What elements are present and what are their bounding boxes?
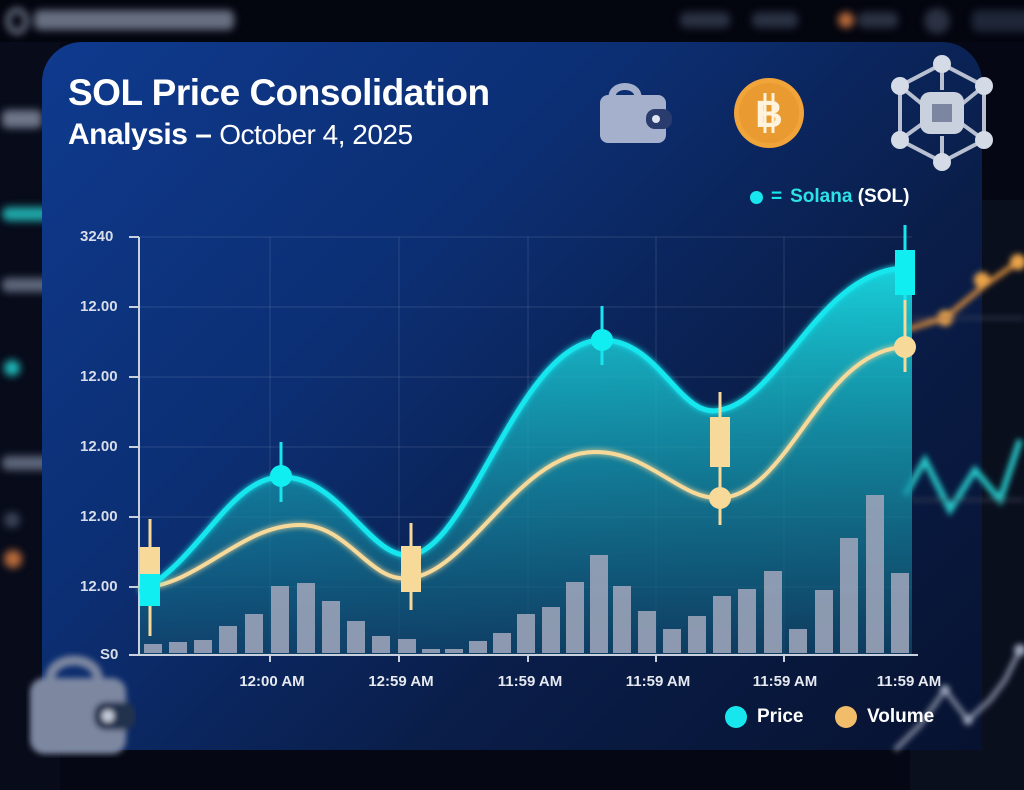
axes: [129, 236, 918, 662]
y-tick-label: 12.00: [80, 578, 118, 595]
legend-item-volume[interactable]: Volume: [835, 706, 934, 728]
background-logo-icon: [6, 8, 28, 34]
svg-text:B: B: [755, 94, 782, 136]
background-nav-item: [680, 12, 730, 28]
series-ticker: (SOL): [857, 186, 910, 207]
background-orange-dot-icon: [838, 12, 854, 28]
price-legend-dot-icon: [725, 706, 747, 728]
y-tick-label: 12.00: [80, 438, 118, 455]
blockchain-network-icon: [891, 55, 993, 171]
subtitle-date: October 4, 2025: [219, 119, 413, 150]
background-nav-item: [752, 12, 798, 28]
y-tick-label: 12.00: [80, 298, 118, 315]
background-brand: [34, 10, 234, 30]
series-equals: =: [771, 186, 783, 207]
legend-label: Volume: [867, 706, 935, 727]
y-tick-label: 12.00: [80, 508, 118, 525]
background-account-button: [972, 10, 1024, 32]
x-tick-label: 11:59 AM: [625, 673, 691, 690]
x-tick-label: 11:59 AM: [876, 673, 942, 690]
candle-markers: [140, 225, 916, 636]
bitcoin-icon: B: [734, 78, 804, 148]
legend-label: Price: [757, 706, 804, 727]
y-tick-label: 12.00: [80, 368, 118, 385]
subtitle-separator: –: [187, 118, 220, 151]
chart-title: SOL Price Consolidation: [68, 72, 490, 113]
series-label: = Solana (SOL): [750, 186, 909, 208]
volume-legend-dot-icon: [835, 706, 857, 728]
chart-subtitle: Analysis – October 4, 2025: [68, 118, 413, 152]
solana-dot-icon: [750, 190, 763, 204]
volume-line: [139, 345, 906, 590]
x-tick-label: 12:59 AM: [368, 673, 434, 690]
x-tick-label: 12:00 AM: [239, 673, 305, 690]
x-tick-label: 11:59 AM: [752, 673, 818, 690]
background-wallet-icon: [30, 655, 136, 754]
legend-item-price[interactable]: Price: [725, 706, 803, 728]
subtitle-main: Analysis: [68, 118, 188, 151]
series-name: Solana: [790, 186, 853, 207]
y-tick-label: 3240: [80, 228, 114, 245]
volume-bars: [144, 495, 909, 653]
price-area: [140, 268, 912, 655]
background-mini-charts: [893, 254, 1024, 752]
background-app-header: [0, 0, 1024, 42]
price-line: [138, 265, 906, 595]
x-tick-label: 11:59 AM: [497, 673, 563, 690]
y-tick-label: S0: [100, 646, 119, 663]
wallet-icon: [600, 83, 672, 143]
background-settings-icon: [924, 8, 950, 34]
background-nav-item: [858, 12, 898, 28]
